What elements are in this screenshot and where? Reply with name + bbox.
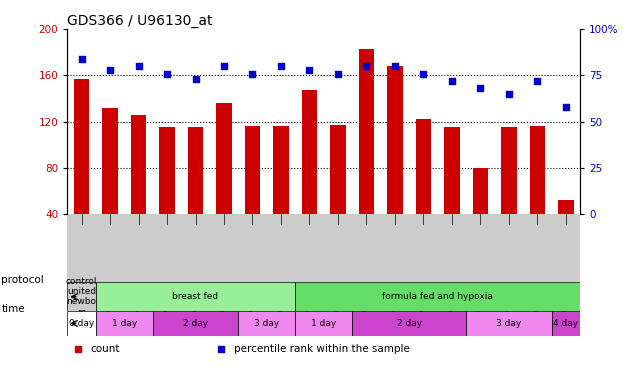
Text: 3 day: 3 day: [496, 319, 522, 328]
Text: time: time: [1, 304, 25, 314]
Point: [362, 63, 372, 69]
Bar: [352, 311, 466, 336]
Bar: [302, 90, 317, 214]
Text: control
united
newbo
rn: control united newbo rn: [66, 277, 97, 317]
Text: 3 day: 3 day: [254, 319, 279, 328]
Text: 2 day: 2 day: [397, 319, 422, 328]
Point: [561, 104, 571, 110]
Bar: [415, 119, 431, 214]
Point: [447, 78, 457, 84]
Bar: [216, 103, 232, 214]
Point: [76, 56, 87, 62]
Bar: [296, 282, 580, 311]
Point: [333, 71, 343, 76]
Point: [504, 91, 514, 97]
Bar: [245, 126, 260, 214]
Text: breast fed: breast fed: [172, 292, 219, 301]
Point: [247, 71, 258, 76]
Bar: [188, 127, 203, 214]
Bar: [131, 115, 146, 214]
Point: [162, 71, 172, 76]
Point: [190, 76, 201, 82]
Bar: [358, 49, 374, 214]
Text: 1 day: 1 day: [112, 319, 137, 328]
Point: [475, 86, 485, 92]
Point: [419, 71, 429, 76]
Bar: [67, 282, 96, 311]
Bar: [67, 311, 96, 336]
Bar: [466, 311, 552, 336]
Text: GDS366 / U96130_at: GDS366 / U96130_at: [67, 14, 213, 28]
Bar: [330, 125, 345, 214]
Text: 0 day: 0 day: [69, 319, 94, 328]
Text: 1 day: 1 day: [311, 319, 337, 328]
Text: percentile rank within the sample: percentile rank within the sample: [234, 344, 410, 354]
Bar: [296, 311, 352, 336]
Point: [412, 224, 422, 230]
Point: [219, 63, 229, 69]
Point: [390, 63, 400, 69]
Point: [304, 67, 315, 73]
Bar: [273, 126, 289, 214]
Bar: [552, 311, 580, 336]
Bar: [529, 126, 545, 214]
Bar: [472, 168, 488, 214]
Point: [133, 63, 144, 69]
Bar: [387, 66, 403, 214]
Text: formula fed and hypoxia: formula fed and hypoxia: [382, 292, 493, 301]
Point: [105, 67, 115, 73]
Text: 4 day: 4 day: [553, 319, 578, 328]
Bar: [558, 200, 574, 214]
Bar: [501, 127, 517, 214]
Text: protocol: protocol: [1, 275, 44, 285]
Bar: [153, 311, 238, 336]
Bar: [96, 282, 296, 311]
Bar: [74, 79, 89, 214]
Point: [532, 78, 542, 84]
Bar: [96, 311, 153, 336]
Bar: [159, 127, 175, 214]
Point: [276, 63, 286, 69]
Bar: [102, 108, 118, 214]
Text: count: count: [90, 344, 120, 354]
Bar: [238, 311, 296, 336]
Text: 2 day: 2 day: [183, 319, 208, 328]
Bar: [444, 127, 460, 214]
